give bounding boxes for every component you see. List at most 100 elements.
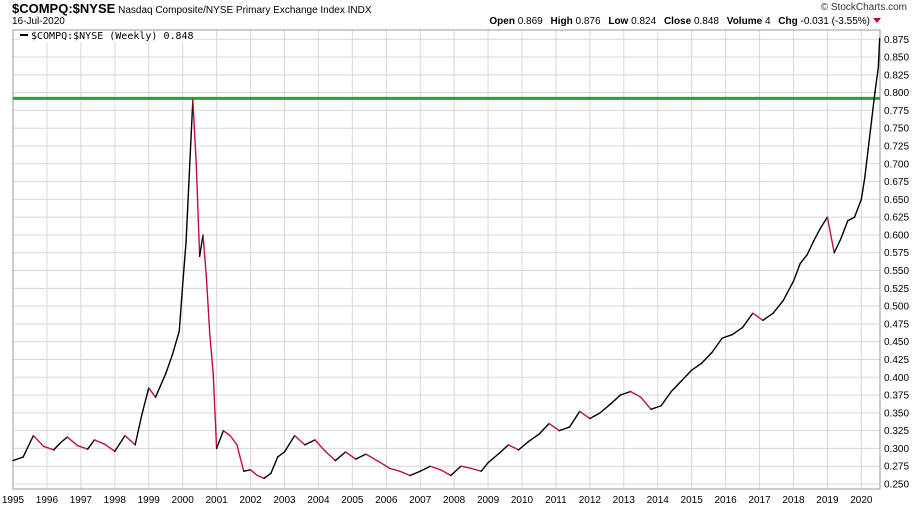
chart-date: 16-Jul-2020 bbox=[12, 16, 65, 27]
series-segment bbox=[578, 410, 591, 420]
series-segment bbox=[293, 434, 306, 446]
series-segment bbox=[66, 436, 79, 447]
down-arrow-icon bbox=[873, 18, 881, 23]
series-segment bbox=[589, 412, 601, 420]
high-label: High bbox=[550, 16, 573, 27]
series-segment bbox=[609, 394, 622, 406]
series-segment bbox=[256, 474, 265, 480]
series-segment bbox=[741, 312, 754, 329]
series-segment bbox=[419, 465, 432, 472]
series-segment bbox=[877, 37, 881, 69]
series-segment bbox=[847, 216, 856, 222]
y-tick-label: 0.275 bbox=[884, 462, 909, 473]
series-segment bbox=[22, 434, 35, 458]
y-tick-label: 0.475 bbox=[884, 319, 909, 330]
series-segment bbox=[650, 405, 662, 410]
series-segment bbox=[629, 390, 642, 398]
ohlc-readout: Open 0.869 High 0.876 Low 0.824 Close 0.… bbox=[484, 16, 881, 27]
series-segment bbox=[42, 445, 55, 451]
series-segment bbox=[378, 461, 391, 470]
series-segment bbox=[429, 465, 442, 471]
series-segment bbox=[276, 451, 286, 458]
legend-label: $COMPQ:$NYSE (Weekly) 0.848 bbox=[31, 31, 194, 42]
series-segment bbox=[236, 444, 245, 472]
y-tick-label: 0.400 bbox=[884, 373, 909, 384]
x-tick-label: 1995 bbox=[2, 495, 25, 506]
series-segment bbox=[701, 351, 713, 364]
x-tick-label: 1998 bbox=[104, 495, 127, 506]
symbol: $COMPQ:$NYSE bbox=[12, 1, 116, 16]
series-segment bbox=[202, 234, 208, 279]
y-tick-label: 0.550 bbox=[884, 266, 909, 277]
x-tick-label: 2011 bbox=[545, 495, 567, 506]
series-segment bbox=[229, 434, 238, 446]
plot-frame bbox=[12, 29, 881, 490]
series-segment bbox=[819, 216, 829, 229]
series-segment bbox=[76, 444, 89, 450]
y-tick-label: 0.500 bbox=[884, 302, 909, 313]
series-segment bbox=[558, 426, 571, 432]
series-segment bbox=[772, 299, 784, 314]
series-segment bbox=[640, 396, 652, 410]
series-segment bbox=[270, 456, 279, 475]
series-segment bbox=[344, 451, 357, 460]
y-tick-label: 0.450 bbox=[884, 337, 909, 348]
series-segment bbox=[460, 465, 472, 470]
x-tick-label: 1999 bbox=[138, 495, 161, 506]
series-segment bbox=[195, 163, 201, 257]
x-tick-label: 2016 bbox=[714, 495, 737, 506]
series-segment bbox=[188, 99, 194, 172]
series-segment bbox=[409, 470, 421, 477]
chg-value: -0.031 (-3.55%) bbox=[800, 16, 870, 27]
series-segment bbox=[148, 387, 157, 398]
series-segment bbox=[867, 120, 873, 151]
y-tick-label: 0.525 bbox=[884, 284, 909, 295]
series-segment bbox=[59, 436, 68, 444]
series-segment bbox=[114, 434, 126, 452]
series-segment bbox=[752, 312, 764, 322]
series-segment bbox=[874, 67, 880, 94]
legend-swatch bbox=[20, 34, 28, 36]
close-value: 0.848 bbox=[693, 16, 719, 27]
chart-header: $COMPQ:$NYSE Nasdaq Composite/NYSE Prima… bbox=[0, 0, 915, 30]
series-segment bbox=[12, 456, 24, 462]
series-segment bbox=[870, 91, 876, 122]
series-segment bbox=[762, 312, 774, 322]
series-segment bbox=[243, 469, 252, 472]
x-tick-label: 2012 bbox=[579, 495, 602, 506]
series-segment bbox=[355, 453, 367, 460]
series-segment bbox=[93, 439, 106, 445]
series-segment bbox=[141, 387, 150, 415]
series-segment bbox=[799, 254, 808, 265]
series-segment bbox=[324, 450, 337, 462]
series-segment bbox=[283, 434, 296, 453]
series-segment bbox=[304, 439, 316, 446]
y-tick-label: 0.350 bbox=[884, 408, 909, 419]
series-segment bbox=[171, 330, 180, 356]
x-tick-label: 1996 bbox=[36, 495, 59, 506]
series-segment bbox=[439, 469, 452, 477]
y-tick-label: 0.800 bbox=[884, 88, 909, 99]
x-tick-label: 2017 bbox=[748, 495, 771, 506]
series-segment bbox=[568, 410, 581, 428]
series-segment bbox=[660, 390, 673, 407]
series-segment bbox=[103, 443, 116, 452]
series-segment bbox=[365, 453, 381, 463]
series-segment bbox=[215, 429, 225, 450]
y-tick-label: 0.750 bbox=[884, 124, 909, 135]
series-segment bbox=[840, 220, 849, 240]
y-tick-label: 0.700 bbox=[884, 159, 909, 170]
series-segment bbox=[185, 170, 191, 243]
series-segment bbox=[388, 467, 401, 472]
watermark: © StockCharts.com bbox=[820, 2, 907, 13]
series-segment bbox=[334, 451, 347, 462]
series-segment bbox=[507, 444, 520, 451]
volume-label: Volume bbox=[726, 16, 763, 27]
series-segment bbox=[212, 373, 218, 450]
x-tick-label: 2007 bbox=[409, 495, 432, 506]
series-segment bbox=[53, 442, 62, 451]
x-tick-label: 2004 bbox=[307, 495, 330, 506]
x-tick-label: 2014 bbox=[647, 495, 670, 506]
series-segment bbox=[860, 177, 866, 201]
